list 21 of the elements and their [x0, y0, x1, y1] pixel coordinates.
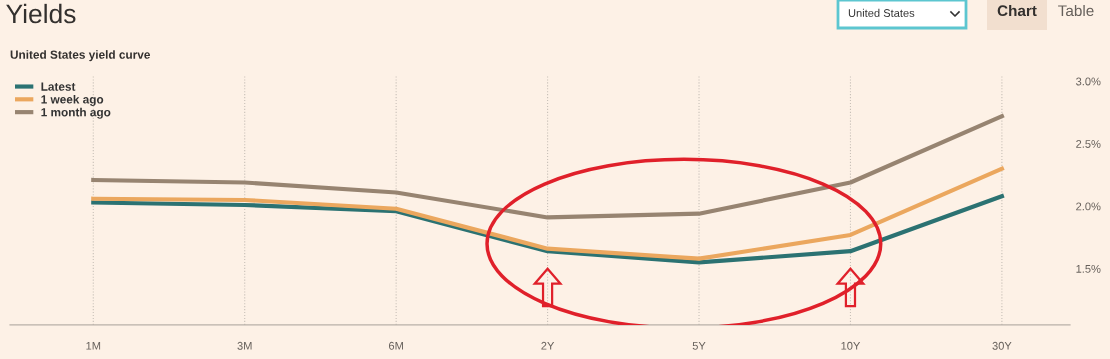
chart-title: Yields — [6, 3, 76, 24]
chart-subtitle: United States yield curve — [10, 50, 150, 62]
x-tick-label: 2Y — [541, 341, 555, 350]
x-tick-label: 1M — [86, 341, 101, 350]
x-tick-label: 10Y — [841, 341, 861, 350]
text: Table — [1058, 4, 1094, 17]
text: Chart — [997, 4, 1037, 17]
x-tick-label: 30Y — [992, 341, 1012, 350]
y-tick-label: 2.0% — [1076, 202, 1101, 211]
legend-label: Latest — [41, 82, 76, 91]
y-tick-label: 1.5% — [1076, 264, 1101, 273]
y-tick-label: 3.0% — [1076, 77, 1101, 86]
legend-label: 1 month ago — [41, 107, 111, 119]
y-tick-label: 2.5% — [1076, 140, 1101, 148]
line-series — [91, 194, 1004, 265]
x-tick-label: 3M — [237, 341, 252, 350]
x-tick-label: 6M — [389, 341, 403, 350]
line-series — [91, 166, 1004, 261]
text: United States — [848, 8, 915, 17]
x-tick-label: 5Y — [692, 341, 706, 350]
legend-label: 1 week ago — [41, 94, 104, 106]
